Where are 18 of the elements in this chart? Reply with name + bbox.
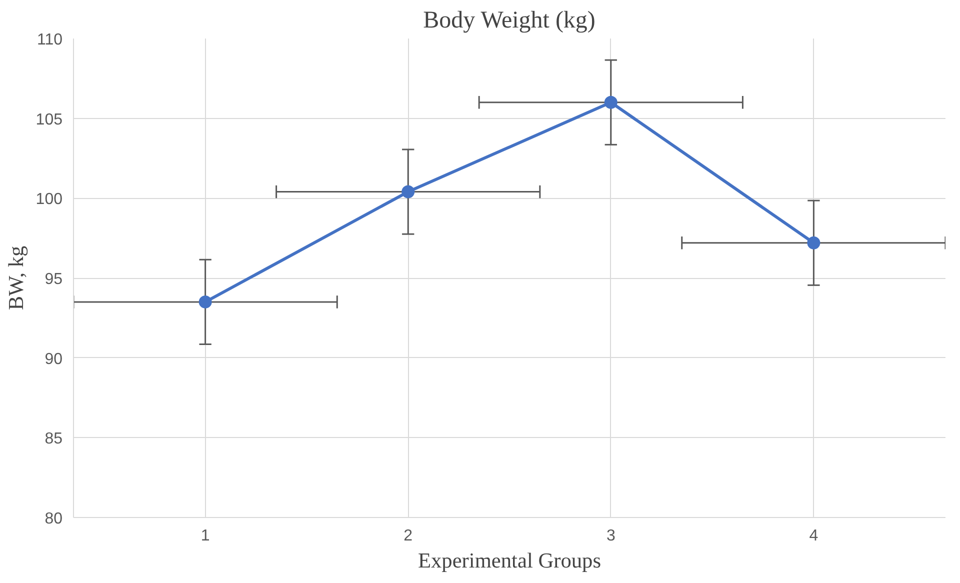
- x-tick-label: 3: [606, 528, 616, 544]
- y-tick-label: 85: [44, 430, 63, 448]
- y-tick-label: 90: [44, 350, 63, 368]
- x-tick-label: 4: [809, 528, 818, 544]
- chart-title: Body Weight (kg): [423, 8, 596, 34]
- y-tick-label: 100: [36, 191, 63, 208]
- x-tick-label: 1: [200, 528, 210, 544]
- point: [807, 236, 820, 250]
- point: [402, 185, 415, 198]
- point: [198, 295, 212, 308]
- x-tick-label: 2: [404, 528, 413, 544]
- point: [604, 96, 618, 109]
- y-tick-label: 110: [36, 32, 63, 48]
- y-tick-label: 80: [44, 510, 63, 528]
- y-tick-label: 95: [44, 271, 63, 288]
- x-axis-title: Experimental Groups: [418, 548, 602, 572]
- y-axis-title: BW, kg: [4, 245, 28, 310]
- y-tick-label: 105: [36, 111, 63, 128]
